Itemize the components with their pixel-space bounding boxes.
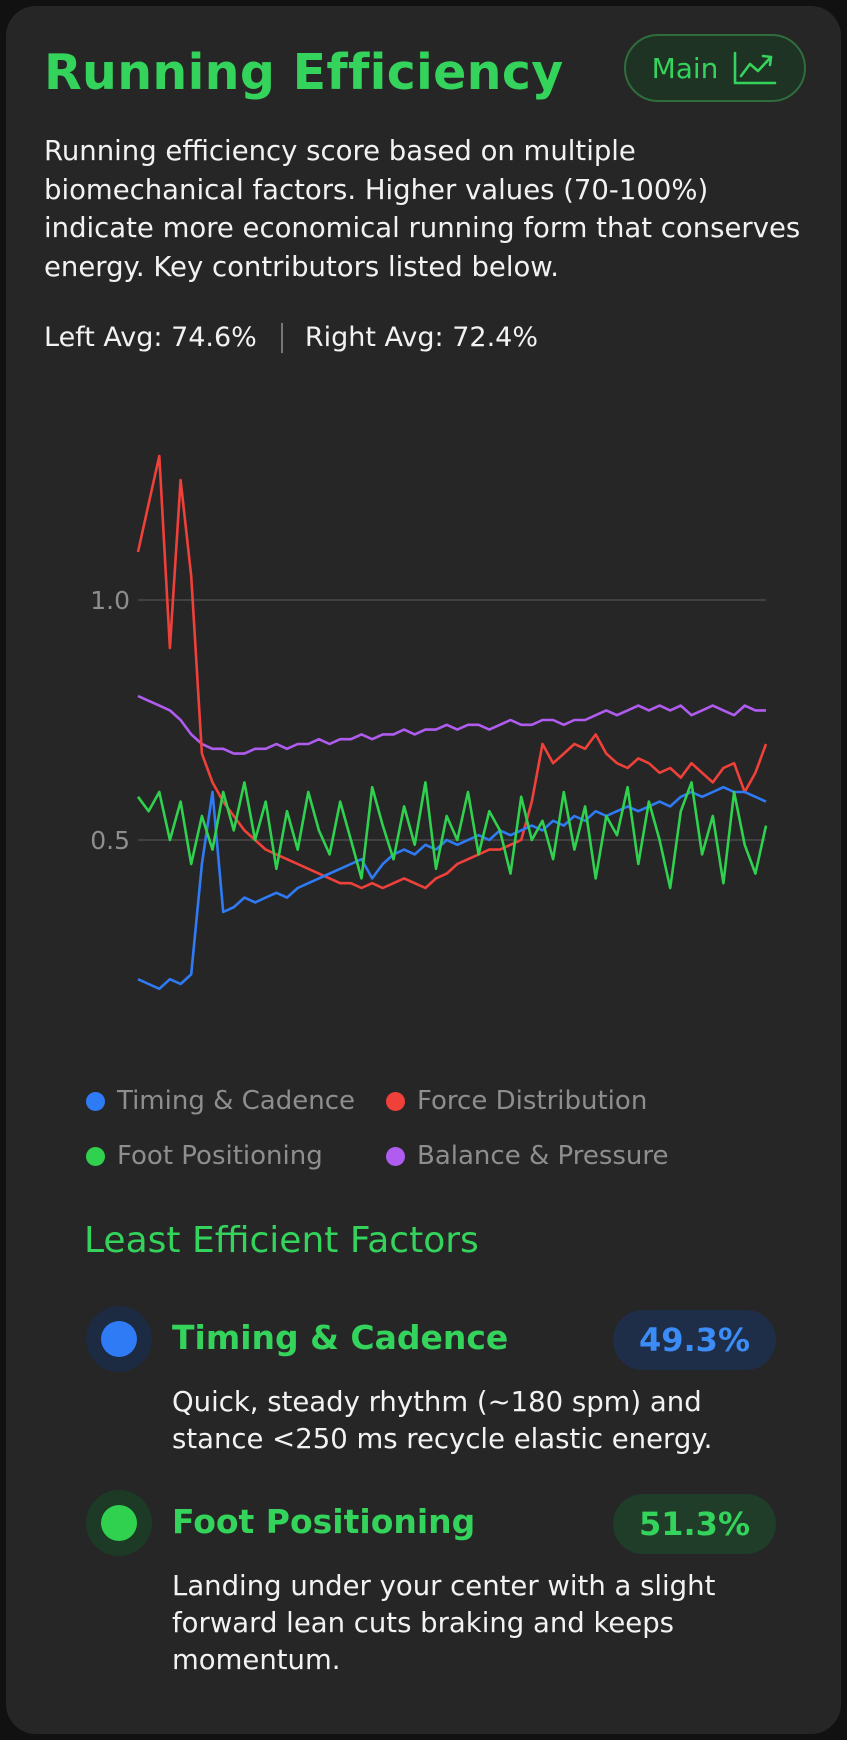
legend-item-balance: Balance & Pressure <box>386 1141 669 1171</box>
factor-score-badge: 51.3% <box>612 1494 776 1554</box>
factor-score-badge: 49.3% <box>612 1310 776 1370</box>
y-tick-label: 0.5 <box>90 826 130 855</box>
factor-dot <box>101 1505 137 1541</box>
series-line-force-distribution <box>136 454 768 890</box>
legend-dot <box>86 1146 105 1166</box>
series-line-foot-positioning <box>136 781 768 890</box>
factor-indicator <box>86 1490 152 1556</box>
page-title: Running Efficiency <box>44 44 564 101</box>
factor-description: Landing under your center with a slight … <box>172 1570 716 1676</box>
legend-item-foot: Foot Positioning <box>86 1141 323 1171</box>
main-button-label: Main <box>651 51 719 85</box>
factor-name: Foot Positioning <box>172 1502 476 1541</box>
factor-name: Timing & Cadence <box>172 1318 509 1357</box>
right-average: Right Avg: 72.4% <box>304 322 538 353</box>
legend-dot <box>386 1146 405 1166</box>
legend-item-timing: Timing & Cadence <box>86 1086 355 1116</box>
legend-label: Foot Positioning <box>117 1141 323 1171</box>
averages-row: Left Avg: 74.6% Right Avg: 72.4% <box>44 322 538 353</box>
legend-item-force: Force Distribution <box>386 1086 647 1116</box>
legend-label: Balance & Pressure <box>417 1141 669 1171</box>
factor-dot <box>101 1321 137 1357</box>
left-average: Left Avg: 74.6% <box>44 322 257 353</box>
efficiency-card: Running Efficiency Main Running efficien… <box>6 6 841 1734</box>
legend-dot <box>386 1091 405 1111</box>
legend-label: Timing & Cadence <box>117 1086 355 1116</box>
main-button[interactable]: Main <box>624 34 806 102</box>
efficiency-line-chart: 1.0 0.5 <box>90 454 768 991</box>
description: Running efficiency score based on multip… <box>44 135 801 283</box>
legend-label: Force Distribution <box>417 1086 648 1116</box>
y-tick-label: 1.0 <box>90 586 130 615</box>
series-line-balance-pressure <box>137 694 766 755</box>
averages-divider <box>280 322 283 353</box>
legend-dot <box>86 1091 105 1111</box>
factor-description: Quick, steady rhythm (~180 spm) and stan… <box>172 1386 713 1455</box>
factor-indicator <box>86 1306 152 1372</box>
series-line-timing-cadence <box>137 785 767 991</box>
trend-chart-icon <box>734 51 777 85</box>
least-efficient-title: Least Efficient Factors <box>84 1220 479 1261</box>
